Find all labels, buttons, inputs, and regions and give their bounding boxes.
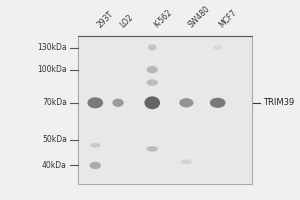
Bar — [78, 36, 252, 184]
Text: LO2: LO2 — [118, 12, 135, 29]
Ellipse shape — [213, 45, 222, 50]
Ellipse shape — [210, 98, 226, 108]
Ellipse shape — [146, 146, 158, 152]
Text: 293T: 293T — [95, 9, 115, 29]
Text: 50kDa: 50kDa — [42, 135, 67, 144]
Text: 40kDa: 40kDa — [42, 161, 67, 170]
Ellipse shape — [146, 79, 158, 86]
Ellipse shape — [90, 162, 101, 169]
Text: K-562: K-562 — [152, 8, 174, 29]
Text: 100kDa: 100kDa — [37, 65, 67, 74]
Text: MCF7: MCF7 — [218, 8, 239, 29]
Text: SW480: SW480 — [186, 4, 212, 29]
Text: 70kDa: 70kDa — [42, 98, 67, 107]
Ellipse shape — [179, 98, 194, 107]
Ellipse shape — [112, 99, 124, 107]
Ellipse shape — [90, 143, 100, 147]
Ellipse shape — [181, 159, 192, 164]
Ellipse shape — [88, 97, 103, 108]
Text: TRIM39: TRIM39 — [263, 98, 294, 107]
Ellipse shape — [144, 96, 160, 109]
Ellipse shape — [146, 66, 158, 73]
Ellipse shape — [148, 44, 157, 51]
Text: 130kDa: 130kDa — [37, 43, 67, 52]
